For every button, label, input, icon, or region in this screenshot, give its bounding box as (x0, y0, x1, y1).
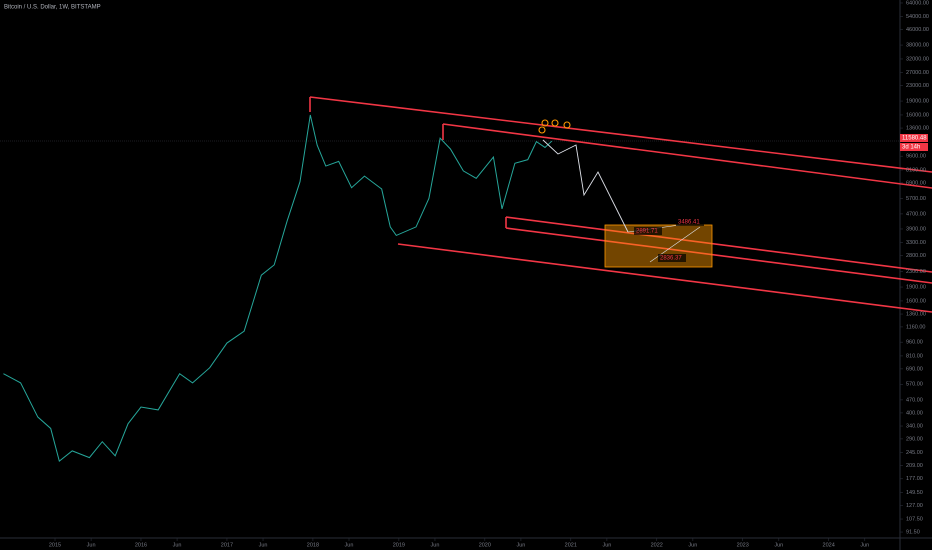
x-tick-label: Jun (345, 542, 354, 548)
annotation-box (900, 134, 928, 142)
x-tick-label: Jun (774, 542, 783, 548)
x-tick-label: Jun (860, 542, 869, 548)
y-tick-label: 127.00 (906, 503, 923, 509)
x-tick-label: Jun (516, 542, 525, 548)
y-tick-label: 6900.00 (906, 180, 926, 186)
plot-area (3, 114, 553, 463)
y-tick-label: 23000.00 (906, 83, 929, 89)
y-tick-label: 690.00 (906, 366, 923, 372)
y-tick-label: 3900.00 (906, 226, 926, 232)
x-tick-label: Jun (259, 542, 268, 548)
y-tick-label: 5700.00 (906, 196, 926, 202)
y-tick-label: 4700.00 (906, 211, 926, 217)
channel-line (442, 123, 932, 189)
price-line-series (3, 114, 553, 463)
x-tick-label: 2017 (221, 542, 233, 548)
y-tick-label: 570.00 (906, 382, 923, 388)
y-tick-label: 46000.00 (906, 27, 929, 33)
annotation-label: 11580.48 (902, 136, 927, 142)
x-tick-label: 2021 (565, 542, 577, 548)
x-tick-label: 2016 (135, 542, 147, 548)
annotation-label: 2891.71 (636, 229, 658, 235)
marker-circle (551, 119, 559, 127)
y-tick-label: 38000.00 (906, 43, 929, 49)
y-tick-label: 810.00 (906, 353, 923, 359)
y-tick-label: 340.00 (906, 423, 923, 429)
channel-drawings (309, 96, 932, 313)
channel-line (505, 227, 932, 284)
y-tick-label: 32000.00 (906, 56, 929, 62)
annotation-label: 3486.41 (678, 220, 700, 226)
y-tick-label: 1360.00 (906, 312, 926, 318)
y-tick-label: 16000.00 (906, 112, 929, 118)
y-tick-label: 209.00 (906, 463, 923, 469)
y-tick-label: 8100.00 (906, 167, 926, 173)
y-tick-label: 400.00 (906, 410, 923, 416)
x-tick-label: Jun (602, 542, 611, 548)
y-tick-label: 1160.00 (906, 324, 925, 330)
marker-circles (538, 119, 571, 134)
y-tick-label: 3300.00 (906, 240, 926, 246)
x-tick-label: Jun (87, 542, 96, 548)
y-tick-label: 2300.00 (906, 269, 926, 275)
x-tick-label: 2019 (393, 542, 405, 548)
y-tick-label: 91.50 (906, 530, 920, 536)
y-tick-label: 177.00 (906, 476, 923, 482)
marker-circle (538, 126, 546, 134)
x-tick-label: 2015 (49, 542, 61, 548)
y-tick-label: 290.00 (906, 436, 923, 442)
annotation-label: 2836.37 (660, 256, 682, 262)
marker-circle (541, 119, 549, 127)
y-tick-label: 149.50 (906, 490, 923, 496)
projection-path (542, 139, 629, 233)
annotation-box (634, 227, 662, 235)
x-tick-label: 2024 (823, 542, 835, 548)
channel-line (505, 216, 932, 273)
y-tick-label: 470.00 (906, 397, 923, 403)
x-tick-label: Jun (431, 542, 440, 548)
y-tick-label: 245.00 (906, 450, 923, 456)
y-tick-label: 1900.00 (906, 285, 926, 291)
annotation-box (658, 254, 686, 262)
y-tick-label: 13600.00 (906, 126, 929, 132)
y-tick-label: 64000.00 (906, 0, 929, 6)
y-tick-label: 27000.00 (906, 70, 929, 76)
chart-title: Bitcoin / U.S. Dollar, 1W, BITSTAMP (4, 5, 101, 11)
x-tick-label: Jun (173, 542, 182, 548)
x-tick-label: 2023 (737, 542, 749, 548)
channel-line (397, 243, 932, 313)
x-tick-label: Jun (688, 542, 697, 548)
annotation-box (900, 143, 928, 151)
annotation-box (676, 218, 704, 226)
annotation-label: 3d 14h (902, 145, 920, 151)
x-tick-label: 2022 (651, 542, 663, 548)
y-tick-label: 54000.00 (906, 14, 929, 20)
y-tick-label: 960.00 (906, 340, 923, 346)
x-tick-label: 2018 (307, 542, 319, 548)
y-tick-label: 19000.00 (906, 99, 929, 105)
x-tick-label: 2020 (479, 542, 491, 548)
channel-line (309, 96, 932, 173)
y-tick-label: 2800.00 (906, 253, 926, 259)
y-tick-label: 1600.00 (906, 298, 926, 304)
marker-circle (563, 121, 571, 129)
y-tick-label: 107.50 (906, 516, 923, 522)
y-tick-label: 9600.00 (906, 154, 926, 160)
